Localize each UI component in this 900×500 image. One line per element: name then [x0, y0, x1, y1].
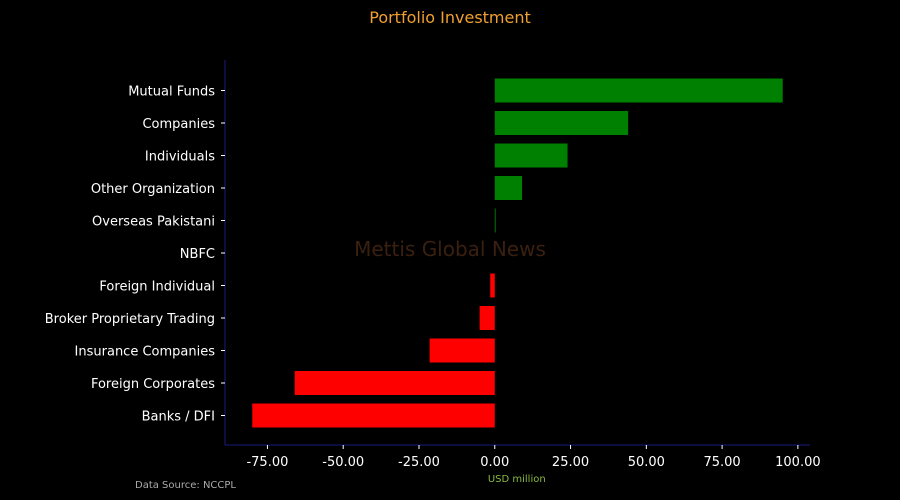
bar	[479, 306, 495, 330]
y-tick-label: Mutual Funds	[128, 85, 215, 100]
bar	[494, 176, 523, 200]
data-source-note: Data Source: NCCPL	[135, 480, 236, 491]
y-tick-label: Overseas Pakistani	[92, 215, 215, 230]
y-tick-label: Banks / DFI	[142, 410, 215, 425]
x-tick-label: 50.00	[628, 455, 665, 470]
bar	[490, 273, 495, 298]
chart-title: Portfolio Investment	[369, 8, 531, 27]
watermark-text: Mettis Global News	[354, 237, 546, 261]
x-tick-label: -50.00	[322, 455, 364, 470]
bar	[494, 78, 783, 103]
y-tick-label: Other Organization	[91, 182, 215, 197]
bar	[494, 143, 568, 168]
y-tick-label: Companies	[142, 117, 215, 132]
y-tick-label: Individuals	[145, 150, 215, 165]
bar	[429, 338, 495, 363]
x-tick-label: 75.00	[703, 455, 740, 470]
x-tick-label: 25.00	[552, 455, 589, 470]
y-tick-label: Insurance Companies	[75, 345, 216, 360]
bar	[294, 371, 495, 395]
y-tick-label: NBFC	[180, 247, 215, 262]
x-tick-label: 100.00	[775, 455, 821, 470]
y-tick-label: Foreign Corporates	[91, 377, 215, 392]
x-tick-label: -25.00	[398, 455, 440, 470]
y-tick-label: Broker Proprietary Trading	[45, 312, 215, 327]
x-tick-label: -75.00	[246, 455, 288, 470]
bar	[494, 208, 496, 233]
x-tick-label: 0.00	[480, 455, 509, 470]
bar	[494, 111, 629, 135]
x-axis-label: USD million	[488, 474, 546, 485]
y-tick-label: Foreign Individual	[99, 280, 215, 295]
bar	[252, 403, 495, 428]
